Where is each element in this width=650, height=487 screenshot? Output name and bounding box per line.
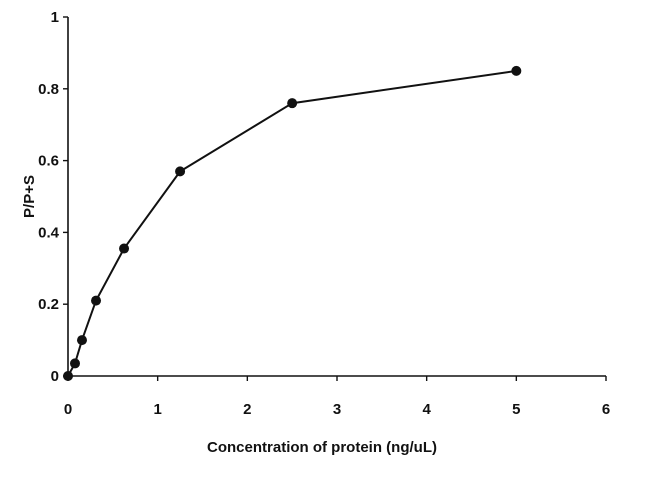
x-axis-title: Concentration of protein (ng/uL) (207, 439, 437, 456)
series-line (67, 69, 517, 377)
y-axis-title: P/P+S (21, 175, 38, 218)
data-point (69, 358, 80, 369)
x-tick-label: 2 (243, 401, 251, 418)
x-tick-label: 0 (64, 401, 72, 418)
data-point (91, 295, 102, 306)
y-axis-ticks: 0 0.2 0.4 0.6 0.8 1 (38, 9, 68, 385)
x-tick-label: 4 (422, 401, 431, 418)
y-tick-label: 0 (51, 368, 59, 385)
x-axis-ticks: 0 1 2 3 4 5 6 (64, 376, 610, 418)
y-tick-label: 0.2 (38, 296, 59, 313)
x-tick-label: 5 (512, 401, 520, 418)
x-tick-label: 6 (602, 401, 610, 418)
data-point (287, 98, 298, 109)
x-tick-label: 1 (153, 401, 161, 418)
data-point (511, 65, 522, 76)
data-point (63, 371, 73, 381)
y-tick-label: 0.8 (38, 81, 59, 98)
series-points (63, 65, 522, 381)
y-tick-label: 0.4 (38, 224, 60, 241)
data-point (175, 166, 186, 177)
x-tick-label: 3 (333, 401, 341, 418)
y-tick-label: 0.6 (38, 153, 59, 170)
y-tick-label: 1 (51, 9, 59, 26)
data-point (119, 243, 130, 254)
data-point (76, 335, 87, 346)
